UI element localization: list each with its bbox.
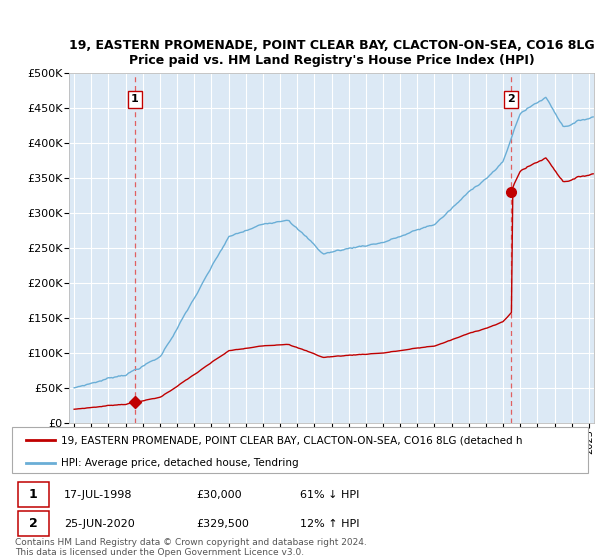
FancyBboxPatch shape xyxy=(18,482,49,507)
Text: HPI: Average price, detached house, Tendring: HPI: Average price, detached house, Tend… xyxy=(61,458,299,468)
Text: 25-JUN-2020: 25-JUN-2020 xyxy=(64,519,134,529)
Text: £30,000: £30,000 xyxy=(196,489,242,500)
Text: 2: 2 xyxy=(508,95,515,104)
Text: Contains HM Land Registry data © Crown copyright and database right 2024.
This d: Contains HM Land Registry data © Crown c… xyxy=(15,538,367,557)
Text: £329,500: £329,500 xyxy=(196,519,249,529)
FancyBboxPatch shape xyxy=(18,511,49,536)
Text: 1: 1 xyxy=(29,488,38,501)
Text: 17-JUL-1998: 17-JUL-1998 xyxy=(64,489,133,500)
Text: 1: 1 xyxy=(131,95,139,104)
FancyBboxPatch shape xyxy=(12,427,588,473)
Text: 61% ↓ HPI: 61% ↓ HPI xyxy=(300,489,359,500)
Title: 19, EASTERN PROMENADE, POINT CLEAR BAY, CLACTON-ON-SEA, CO16 8LG
Price paid vs. : 19, EASTERN PROMENADE, POINT CLEAR BAY, … xyxy=(68,39,595,67)
Text: 2: 2 xyxy=(29,517,38,530)
Text: 19, EASTERN PROMENADE, POINT CLEAR BAY, CLACTON-ON-SEA, CO16 8LG (detached h: 19, EASTERN PROMENADE, POINT CLEAR BAY, … xyxy=(61,435,523,445)
Text: 12% ↑ HPI: 12% ↑ HPI xyxy=(300,519,359,529)
